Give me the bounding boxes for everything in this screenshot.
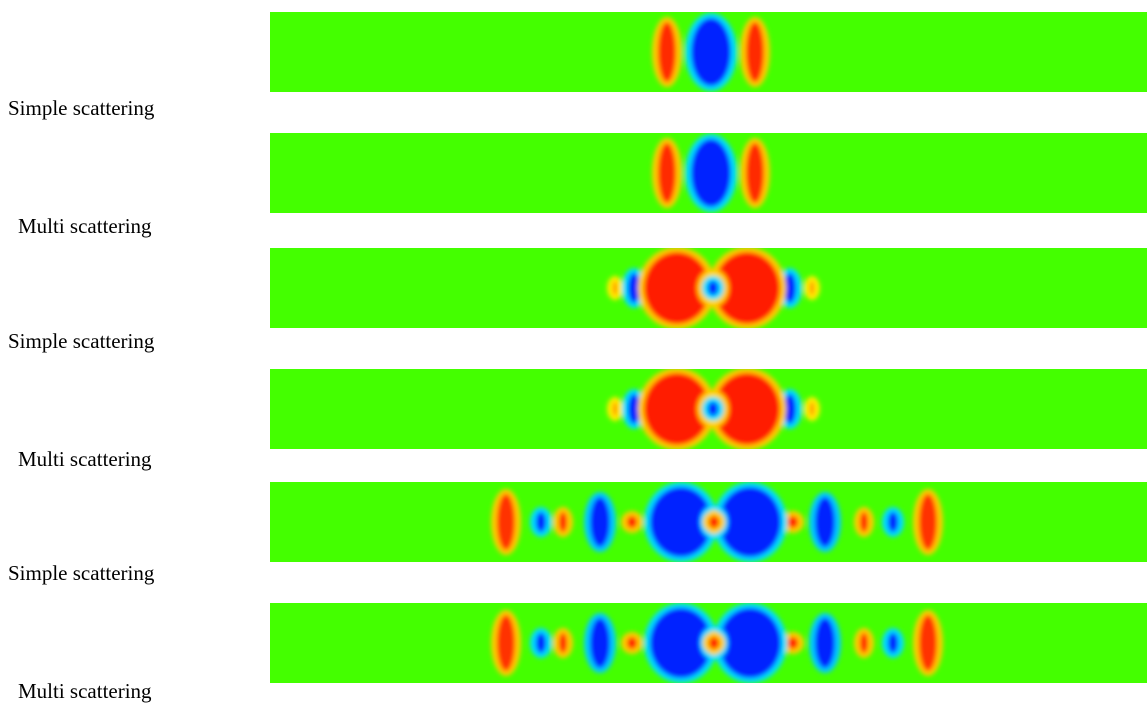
field-panel <box>270 603 1147 683</box>
panel-label: Simple scattering <box>8 561 155 585</box>
field-blob <box>559 512 567 532</box>
field-blob <box>919 494 937 550</box>
field-blob <box>888 512 898 532</box>
field-blob <box>810 281 814 295</box>
field-blob <box>613 402 617 416</box>
field-blob <box>658 143 676 203</box>
field-blob <box>497 615 515 671</box>
field-blob <box>627 637 637 649</box>
field-blob <box>815 618 835 668</box>
field-blob <box>709 516 719 528</box>
field-blob <box>628 273 640 303</box>
field-pattern <box>491 482 943 562</box>
field-blob <box>650 608 712 678</box>
field-blob <box>719 487 781 557</box>
field-blob <box>644 373 710 445</box>
field-blob <box>815 497 835 547</box>
panel-label: Simple scattering <box>8 96 155 120</box>
field-blob <box>719 608 781 678</box>
field-blob <box>658 22 676 82</box>
field-pattern <box>652 134 770 212</box>
field-blob <box>708 402 718 416</box>
field-blob <box>628 394 640 424</box>
field-blob <box>788 516 798 528</box>
field-blob <box>810 402 814 416</box>
panel-label: Multi scattering <box>18 447 152 471</box>
field-pattern <box>491 603 943 683</box>
field-blob <box>691 18 731 86</box>
field-panel <box>270 12 1147 92</box>
field-blob <box>888 633 898 653</box>
field-blob <box>650 487 712 557</box>
panel-label: Simple scattering <box>8 329 155 353</box>
field-blob <box>536 633 546 653</box>
field-pattern <box>607 369 820 449</box>
field-blob <box>613 281 617 295</box>
field-panel <box>270 248 1147 328</box>
panel-label: Multi scattering <box>18 679 152 703</box>
field-blob <box>919 615 937 671</box>
field-blob <box>536 512 546 532</box>
field-blob <box>860 633 868 653</box>
field-panel <box>270 133 1147 213</box>
panel-label: Multi scattering <box>18 214 152 238</box>
field-blob <box>708 281 718 295</box>
field-blob <box>784 273 796 303</box>
field-blob <box>784 394 796 424</box>
field-blob <box>709 637 719 649</box>
field-blob <box>590 618 610 668</box>
field-blob <box>860 512 868 532</box>
field-blob <box>746 143 764 203</box>
field-blob <box>497 494 515 550</box>
field-panel <box>270 369 1147 449</box>
field-blob <box>746 22 764 82</box>
field-blob <box>714 373 780 445</box>
field-blob <box>691 139 731 207</box>
field-panel <box>270 482 1147 562</box>
field-blob <box>788 637 798 649</box>
field-blob <box>714 252 780 324</box>
field-blob <box>644 252 710 324</box>
field-blob <box>559 633 567 653</box>
field-blob <box>627 516 637 528</box>
field-pattern <box>652 13 770 91</box>
field-pattern <box>607 248 820 328</box>
field-blob <box>590 497 610 547</box>
